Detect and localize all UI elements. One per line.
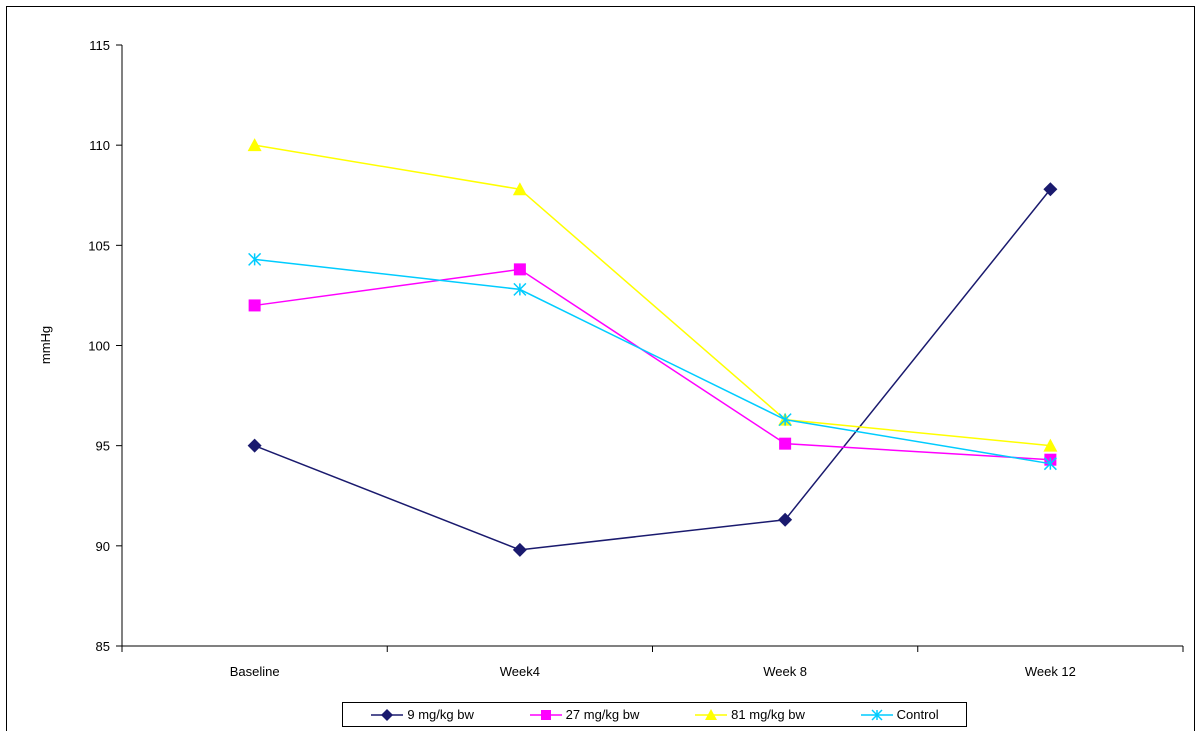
y-tick-label: 85: [96, 639, 110, 654]
legend-item: 81 mg/kg bw: [694, 707, 805, 722]
y-tick-label: 115: [89, 38, 110, 53]
legend-swatch: [695, 708, 728, 720]
series-square: [248, 263, 1057, 466]
series-line: [254, 258, 1051, 465]
y-tick-label: 90: [96, 539, 110, 554]
legend-swatch: [529, 709, 562, 720]
legend-marker: [381, 708, 394, 721]
data-point: [1043, 438, 1058, 452]
legend-marker: [705, 708, 718, 720]
legend-swatch: [371, 708, 404, 721]
y-tick-label: 105: [88, 238, 110, 253]
data-point: [512, 182, 527, 196]
series-diamond: [247, 182, 1058, 557]
data-point: [247, 438, 262, 453]
series-star: [248, 252, 1057, 471]
legend-label: 81 mg/kg bw: [731, 707, 805, 722]
line-chart: 85 90 95 100 105 110 115 Baseline Week4 Week 8 Wee…: [38, 38, 1184, 679]
legend-marker: [540, 709, 551, 720]
data-point: [512, 542, 527, 557]
legend-swatch: [860, 708, 893, 721]
data-point: [778, 512, 793, 527]
data-point: [513, 282, 527, 296]
data-point: [1043, 182, 1058, 197]
legend-label: 27 mg/kg bw: [565, 707, 640, 722]
data-point: [248, 299, 261, 312]
x-tick-label: Week4: [500, 664, 540, 679]
legend-item: 27 mg/kg bw: [529, 707, 640, 722]
series-line: [254, 188, 1051, 551]
legend-item: Control: [860, 707, 939, 722]
x-tick-label: Week 8: [763, 664, 807, 679]
chart-frame: [6, 6, 1195, 731]
legend-item: 9 mg/kg bw: [370, 707, 474, 722]
data-point: [247, 138, 262, 152]
legend-label: 9 mg/kg bw: [407, 707, 474, 722]
legend: 9 mg/kg bw 27 mg/kg bw 81 mg/kg bw Control: [342, 702, 967, 727]
series-line: [254, 144, 1051, 447]
data-point: [248, 252, 262, 266]
series-triangle: [247, 138, 1058, 452]
series-line: [254, 268, 1051, 461]
data-point: [1043, 457, 1057, 471]
x-tick-label: Baseline: [230, 664, 280, 679]
y-tick-label: 95: [96, 439, 110, 454]
legend-label: Control: [896, 707, 939, 722]
y-axis-label: mmHg: [38, 326, 53, 364]
data-point: [513, 263, 526, 276]
data-point: [778, 413, 792, 427]
legend-marker: [871, 708, 883, 721]
data-point: [779, 437, 792, 450]
y-tick-label: 110: [89, 138, 110, 153]
x-tick-label: Week 12: [1025, 664, 1076, 679]
y-tick-label: 100: [88, 339, 110, 354]
